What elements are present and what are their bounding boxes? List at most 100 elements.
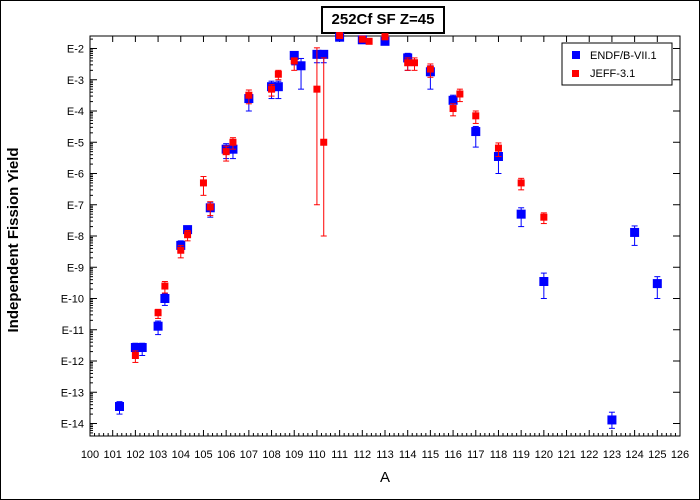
y-tick-label: E-11 — [62, 325, 84, 337]
data-point — [273, 82, 283, 92]
x-tick-label: 123 — [603, 449, 621, 461]
y-tick-label: E-10 — [61, 294, 84, 306]
data-point — [630, 227, 640, 237]
x-tick-label: 100 — [81, 449, 99, 461]
y-tick-label: E-5 — [67, 137, 84, 149]
data-point — [130, 343, 140, 353]
x-tick-label: 109 — [285, 449, 303, 461]
x-tick-label: 102 — [126, 449, 144, 461]
data-point — [448, 95, 458, 105]
x-tick-label: 114 — [399, 449, 417, 461]
y-tick-label: E-2 — [67, 44, 84, 56]
x-tick-label: 116 — [444, 449, 462, 461]
data-point — [268, 85, 276, 93]
data-point — [539, 276, 549, 286]
data-point — [652, 279, 662, 289]
x-tick-label: 111 — [331, 449, 348, 461]
y-tick-label: E-12 — [61, 356, 84, 368]
legend-swatch-endf — [572, 51, 580, 59]
x-tick-label: 113 — [376, 449, 394, 461]
x-axis-label: A — [380, 469, 390, 486]
x-tick-label: 112 — [354, 449, 372, 461]
data-series — [115, 32, 662, 429]
x-tick-label: 110 — [308, 449, 326, 461]
x-tick-label: 115 — [422, 449, 440, 461]
data-point — [245, 91, 253, 99]
legend-box — [561, 42, 673, 86]
data-point — [517, 179, 525, 187]
y-axis-ticks: E-2 E-3 E-4 E-5 E-6 E-7 E-8 E-9 E-10 E-11 E-12 E-13… — [61, 38, 680, 437]
data-point — [540, 213, 548, 221]
data-point — [131, 351, 139, 359]
data-point — [411, 59, 418, 67]
data-point — [115, 401, 124, 411]
legend-label-jeff: JEFF-3.1 — [590, 68, 635, 80]
data-point — [229, 138, 237, 146]
series-jeff — [131, 32, 548, 363]
data-point — [471, 127, 481, 137]
data-point — [296, 61, 306, 71]
data-point — [199, 179, 207, 187]
data-point — [319, 49, 329, 59]
x-tick-label: 105 — [194, 449, 212, 461]
data-point — [472, 112, 480, 120]
plot-border — [89, 35, 681, 437]
data-point — [426, 65, 434, 73]
y-tick-label: E-6 — [67, 169, 84, 181]
x-tick-label: 101 — [104, 449, 122, 461]
x-tick-label: 120 — [535, 449, 553, 461]
chart-title: 252Cf SF Z=45 — [321, 6, 445, 34]
x-tick-label: 117 — [467, 449, 485, 461]
legend-swatch-jeff — [572, 70, 579, 77]
plot-area — [89, 35, 681, 437]
x-tick-label: 108 — [262, 449, 280, 461]
legend-label-endf: ENDF/B-VII.1 — [590, 50, 657, 62]
data-point — [177, 246, 185, 254]
x-axis-ticks: 100 101 102 103 104 105 106 107 108 109 110 111 112 1… — [81, 36, 689, 461]
x-tick-label: 106 — [217, 449, 235, 461]
x-tick-label: 124 — [625, 449, 643, 461]
x-tick-label: 126 — [671, 449, 689, 461]
y-tick-label: E-13 — [61, 387, 84, 399]
y-tick-label: E-8 — [67, 231, 84, 243]
x-tick-label: 121 — [557, 449, 575, 461]
data-point — [516, 209, 526, 219]
data-point — [381, 33, 389, 41]
data-point — [160, 294, 170, 303]
data-point — [380, 36, 390, 46]
data-point — [154, 309, 162, 317]
x-tick-label: 122 — [580, 449, 598, 461]
y-tick-label: E-14 — [61, 419, 84, 431]
data-point — [289, 50, 299, 60]
x-tick-label: 103 — [149, 449, 167, 461]
data-point — [494, 144, 502, 152]
legend: ENDF/B-VII.1 JEFF-3.1 — [561, 42, 673, 86]
data-point — [456, 90, 464, 98]
data-point — [137, 343, 147, 353]
data-point — [336, 32, 344, 40]
data-point — [365, 37, 373, 45]
data-point — [320, 138, 328, 146]
x-tick-label: 104 — [172, 449, 190, 461]
data-point — [313, 85, 321, 93]
data-point — [183, 225, 193, 235]
data-point — [161, 282, 169, 290]
data-point — [206, 203, 214, 211]
data-point — [290, 57, 298, 65]
y-tick-label: E-7 — [67, 200, 84, 212]
x-tick-label: 118 — [490, 449, 508, 461]
x-tick-label: 119 — [512, 449, 530, 461]
data-point — [222, 148, 230, 156]
data-point — [607, 415, 617, 425]
y-axis-label: Independent Fission Yield — [5, 147, 22, 332]
data-point — [274, 70, 282, 78]
y-tick-label: E-3 — [67, 75, 84, 87]
data-point — [404, 59, 412, 67]
data-point — [153, 321, 163, 331]
x-tick-label: 125 — [648, 449, 666, 461]
data-point — [358, 35, 366, 43]
y-tick-label: E-9 — [67, 262, 84, 274]
x-tick-label: 107 — [240, 449, 258, 461]
y-tick-label: E-4 — [67, 106, 84, 118]
